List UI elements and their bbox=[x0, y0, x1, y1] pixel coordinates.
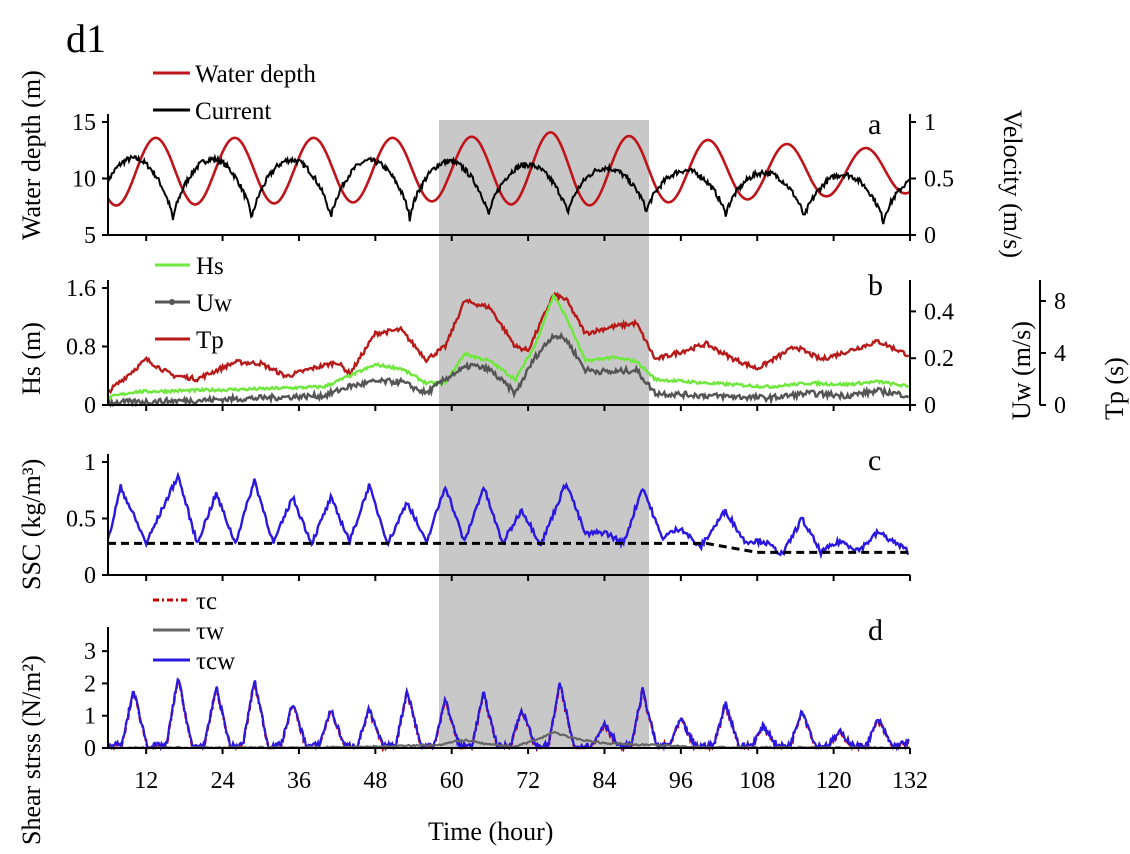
panel-letter-a: a bbox=[868, 108, 881, 141]
series-ssc bbox=[106, 471, 910, 560]
series-water-depth bbox=[106, 130, 911, 207]
panel-b-uw-tick-label: 0 bbox=[924, 393, 936, 419]
figure-label: d1 bbox=[66, 16, 106, 61]
panel-letter-c: c bbox=[868, 444, 881, 477]
series-layer bbox=[106, 130, 911, 754]
legend-water-depth: Water depth bbox=[195, 61, 316, 88]
panel-a-ytick-label: 10 bbox=[72, 167, 96, 193]
x-tick-label: 132 bbox=[892, 768, 928, 794]
panel-b-ytick-label: 1.6 bbox=[66, 276, 96, 302]
panel-d-ytick-label: 3 bbox=[84, 639, 96, 665]
x-tick-label: 36 bbox=[287, 768, 311, 794]
ylabel-water-depth: Water depth (m) bbox=[17, 70, 46, 240]
panel-d-ytick-label: 1 bbox=[84, 704, 96, 730]
x-tick-label: 12 bbox=[134, 768, 158, 794]
series-ssc-threshold bbox=[108, 541, 910, 554]
series-hs bbox=[107, 292, 910, 401]
panel-d-ytick-label: 0 bbox=[84, 736, 96, 762]
panel-a-right-tick-label: 0 bbox=[924, 223, 936, 249]
panel-c-ytick-label: 0 bbox=[84, 563, 96, 589]
x-tick-label: 84 bbox=[592, 768, 616, 794]
panel-b-ytick-label: 0.8 bbox=[66, 335, 96, 361]
panel-a-ytick-label: 5 bbox=[84, 223, 96, 249]
x-tick-label: 60 bbox=[440, 768, 464, 794]
panel-b-ytick-label: 0 bbox=[84, 393, 96, 419]
ylabel-shear-stress: Shear strss (N/m²) bbox=[17, 655, 46, 845]
legend-panel-a: Water depth Current bbox=[153, 61, 316, 125]
panel-b-uw-tick-label: 0.2 bbox=[924, 346, 954, 372]
x-tick-label: 96 bbox=[669, 768, 693, 794]
legend-marker-uw bbox=[169, 299, 175, 305]
panel-c-ytick-label: 0.5 bbox=[66, 507, 96, 533]
legend-tau-w: τw bbox=[196, 618, 224, 645]
legend-tp: Tp bbox=[196, 327, 224, 354]
legend-uw: Uw bbox=[196, 290, 232, 317]
panel-b-tp-tick-label: 4 bbox=[1054, 341, 1066, 367]
highlight-region bbox=[438, 120, 650, 748]
panel-d-ytick-label: 2 bbox=[84, 671, 96, 697]
x-tick-label: 108 bbox=[739, 768, 775, 794]
legend-current: Current bbox=[195, 98, 271, 125]
panel-a-right-tick-label: 0.5 bbox=[924, 167, 954, 193]
ylabel-velocity: Velocity (m/s) bbox=[998, 110, 1027, 258]
legend-tau-cw: τcw bbox=[196, 648, 235, 675]
panel-letter-d: d bbox=[868, 614, 883, 647]
legend-tau-c: τc bbox=[196, 588, 217, 615]
x-tick-label: 48 bbox=[363, 768, 387, 794]
panel-b-uw-tick-label: 0.4 bbox=[924, 299, 954, 325]
panel-b-tp-tick-label: 0 bbox=[1054, 393, 1066, 419]
ylabel-ssc: SSC (kg/m³) bbox=[17, 459, 46, 590]
x-tick-label: 72 bbox=[516, 768, 540, 794]
x-tick-label: 120 bbox=[816, 768, 852, 794]
x-tick-label: 24 bbox=[211, 768, 235, 794]
ylabel-hs: Hs (m) bbox=[17, 322, 46, 395]
panel-c-ytick-label: 1 bbox=[84, 450, 96, 476]
series-tp bbox=[107, 291, 909, 395]
ylabel-tp: Tp (s) bbox=[1100, 357, 1129, 420]
panel-a-ytick-label: 15 bbox=[72, 110, 96, 136]
series-current bbox=[107, 153, 910, 225]
panel-b-tp-tick-label: 8 bbox=[1054, 289, 1066, 315]
panel-letter-b: b bbox=[868, 269, 883, 302]
panel-a-right-tick-label: 1 bbox=[924, 110, 936, 136]
series-uw bbox=[106, 331, 910, 408]
legend-panel-b: Hs Uw Tp bbox=[155, 253, 232, 354]
xlabel-time: Time (hour) bbox=[428, 817, 553, 846]
legend-panel-d: τc τw τcw bbox=[153, 588, 235, 675]
legend-hs: Hs bbox=[196, 253, 224, 280]
ylabel-uw: Uw (m/s) bbox=[1007, 321, 1036, 420]
